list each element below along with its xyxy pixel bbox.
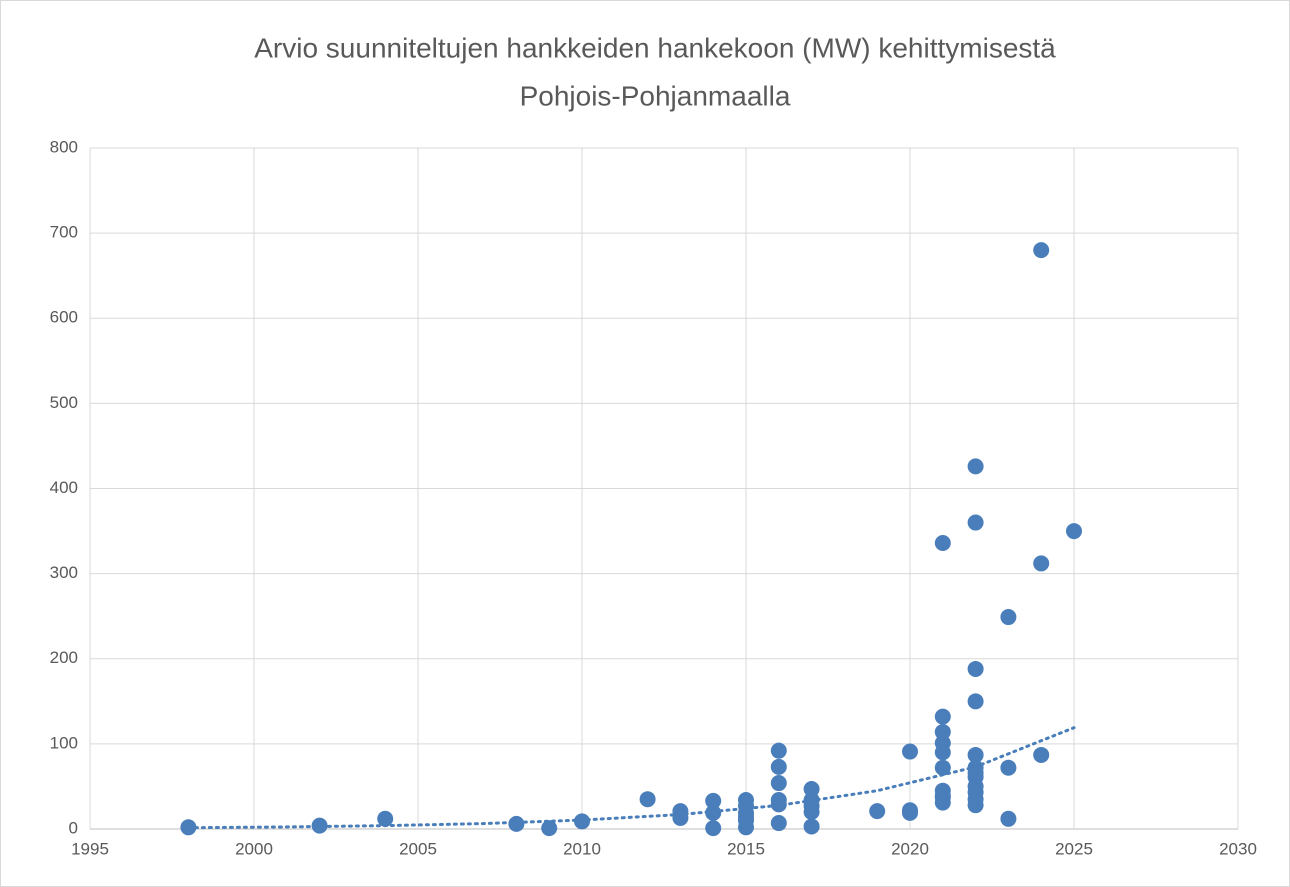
point [967, 797, 984, 814]
point [770, 796, 787, 813]
point [967, 746, 984, 763]
point [803, 780, 820, 797]
y-tick-label: 700 [50, 223, 78, 242]
point [705, 792, 722, 809]
point [770, 742, 787, 759]
point [934, 534, 951, 551]
point [869, 803, 886, 820]
point [902, 743, 918, 760]
point [311, 817, 328, 834]
point [705, 820, 722, 837]
point [967, 458, 984, 475]
point [967, 514, 984, 531]
point [1000, 810, 1017, 827]
point [934, 744, 951, 761]
point [1033, 555, 1050, 572]
point [902, 804, 918, 821]
y-tick-label: 100 [50, 733, 78, 752]
trendline [186, 726, 1076, 830]
point [639, 791, 656, 808]
x-tick-label: 2005 [399, 839, 437, 858]
y-tick-label: 300 [50, 563, 78, 582]
x-tick-label: 2010 [563, 839, 601, 858]
point [1033, 242, 1050, 259]
point [934, 708, 951, 725]
x-tick-label: 2020 [891, 839, 929, 858]
point [803, 818, 820, 835]
point [1000, 609, 1017, 626]
point [934, 794, 951, 811]
x-tick-label: 2030 [1219, 839, 1257, 858]
x-tick-label: 2000 [235, 839, 273, 858]
point [967, 693, 984, 710]
y-tick-label: 400 [50, 478, 78, 497]
point [377, 810, 394, 827]
point [672, 809, 689, 826]
point [508, 815, 525, 832]
y-tick-label: 200 [50, 648, 78, 667]
point [1033, 746, 1050, 763]
point [803, 803, 820, 820]
chart-title: Arvio suunniteltujen hankkeiden hankekoo… [254, 32, 1056, 63]
x-tick-label: 2015 [727, 839, 765, 858]
point [738, 819, 754, 836]
point [1066, 523, 1082, 540]
point [934, 723, 951, 740]
y-tick-label: 800 [50, 137, 78, 156]
x-tick-label: 1995 [71, 839, 109, 858]
point [770, 758, 787, 775]
y-tick-label: 600 [50, 308, 78, 327]
point [770, 775, 787, 792]
point [967, 660, 984, 677]
point [934, 759, 951, 776]
x-tick-label: 2025 [1055, 839, 1093, 858]
point [770, 815, 787, 832]
chart-title: Pohjois-Pohjanmaalla [520, 80, 791, 111]
point [1000, 759, 1017, 776]
y-tick-label: 0 [69, 818, 78, 837]
point [541, 820, 558, 837]
y-tick-label: 500 [50, 393, 78, 412]
